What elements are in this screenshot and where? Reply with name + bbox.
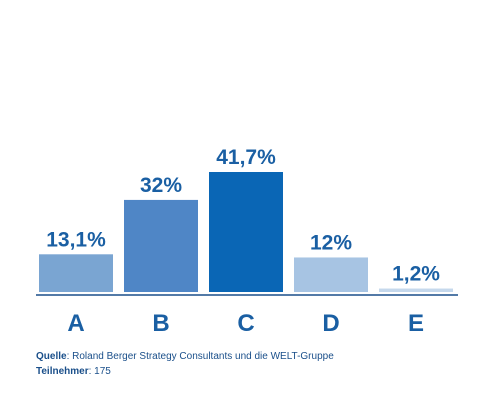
category-label-E: E — [408, 310, 424, 337]
data-label-B: 32% — [140, 174, 182, 197]
category-label-D: D — [322, 310, 339, 337]
source-line: Quelle: Roland Berger Strategy Consultan… — [36, 349, 334, 364]
source-text: : Roland Berger Strategy Consultants und… — [66, 351, 334, 362]
data-label-E: 1,2% — [392, 263, 440, 286]
chart-footer: Quelle: Roland Berger Strategy Consultan… — [36, 349, 334, 379]
data-label-D: 12% — [310, 231, 352, 254]
category-label-C: C — [237, 310, 254, 337]
data-label-A: 13,1% — [46, 228, 106, 251]
bar-A — [39, 254, 113, 292]
bar-E — [379, 288, 453, 292]
participants-line: Teilnehmer: 175 — [36, 364, 334, 379]
category-label-B: B — [152, 310, 169, 337]
participants-label: Teilnehmer — [36, 366, 89, 377]
bar-C — [209, 172, 283, 292]
data-label-C: 41,7% — [216, 146, 276, 169]
bar-B — [124, 199, 198, 292]
participants-text: : 175 — [88, 366, 111, 377]
bar-D — [294, 257, 368, 292]
source-label: Quelle — [36, 351, 67, 362]
category-label-A: A — [67, 310, 84, 337]
